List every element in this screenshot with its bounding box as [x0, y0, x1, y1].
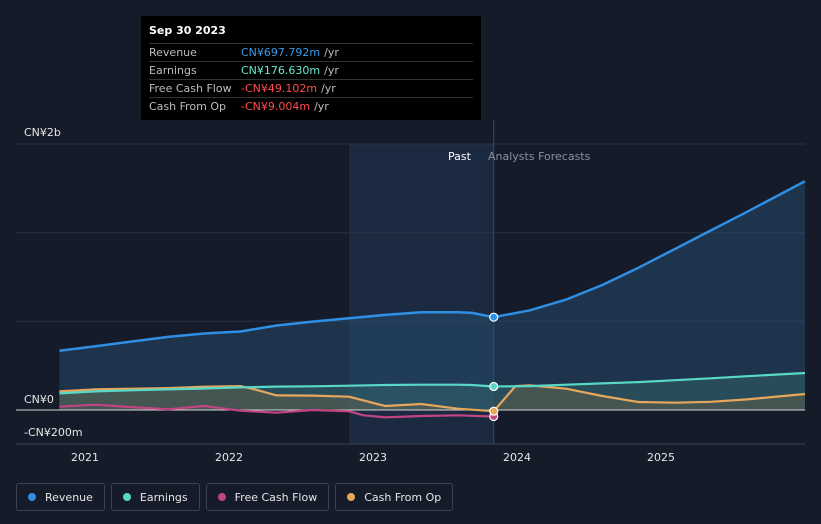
tooltip-row-cfo: Cash From Op -CN¥9.004m /yr [149, 97, 473, 115]
x-tick-2025: 2025 [647, 451, 675, 464]
x-tick-2021: 2021 [71, 451, 99, 464]
revenue-line [59, 180, 806, 353]
earnings-marker [489, 381, 499, 392]
x-tick-2023: 2023 [359, 451, 387, 464]
cash-from-op-area [59, 385, 805, 412]
y-label-zero: CN¥0 [24, 393, 54, 406]
forecast-label: Analysts Forecasts [488, 150, 591, 163]
tooltip-row-revenue: Revenue CN¥697.792m /yr [149, 43, 473, 61]
earnings-dot-icon [122, 493, 131, 501]
legend-label: Cash From Op [364, 490, 442, 504]
y-label-bottom: -CN¥200m [24, 426, 83, 439]
revenue-marker [489, 312, 499, 322]
legend-item-earnings[interactable]: Earnings [110, 483, 200, 511]
x-tick-2024: 2024 [503, 451, 531, 464]
tooltip-label: Free Cash Flow [149, 82, 232, 95]
tooltip: Sep 30 2023 Revenue CN¥697.792m /yr Earn… [141, 16, 481, 120]
tooltip-unit: /yr [324, 46, 339, 59]
earnings-line [59, 371, 806, 395]
tooltip-date: Sep 30 2023 [149, 24, 226, 37]
revenue-dot-icon [28, 493, 36, 501]
tooltip-unit: /yr [324, 64, 339, 77]
past-label: Past [448, 150, 471, 163]
tooltip-label: Revenue [149, 46, 197, 59]
y-label-top: CN¥2b [24, 126, 61, 139]
tooltip-label: Cash From Op [149, 100, 227, 113]
tooltip-value: -CN¥9.004m [241, 100, 311, 113]
legend: Revenue Earnings Free Cash Flow Cash Fro… [16, 483, 454, 511]
past-region [348, 144, 494, 444]
tooltip-label: Earnings [149, 64, 197, 77]
tooltip-unit: /yr [321, 82, 336, 95]
tooltip-value: CN¥176.630m [241, 64, 321, 77]
legend-label: Revenue [45, 490, 93, 504]
free-cash-flow-line [59, 403, 494, 419]
legend-label: Earnings [139, 490, 188, 504]
legend-item-revenue[interactable]: Revenue [16, 483, 105, 511]
free-cash-flow-dot-icon [217, 493, 226, 501]
tooltip-row-fcf: Free Cash Flow -CN¥49.102m /yr [149, 79, 473, 97]
earnings-area [59, 373, 805, 410]
legend-item-cash-from-op[interactable]: Cash From Op [335, 483, 454, 511]
cash-from-op-dot-icon [347, 493, 356, 501]
revenue-area [59, 181, 805, 410]
legend-label: Free Cash Flow [234, 490, 318, 504]
tooltip-row-earnings: Earnings CN¥176.630m /yr [149, 61, 473, 79]
tooltip-value: CN¥697.792m [241, 46, 321, 59]
x-tick-2022: 2022 [215, 451, 243, 464]
tooltip-unit: /yr [314, 100, 329, 113]
cash-from-op-marker [489, 406, 499, 416]
tooltip-value: -CN¥49.102m [241, 82, 318, 95]
cash-from-op-line [59, 384, 806, 413]
legend-item-free-cash-flow[interactable]: Free Cash Flow [205, 483, 330, 511]
